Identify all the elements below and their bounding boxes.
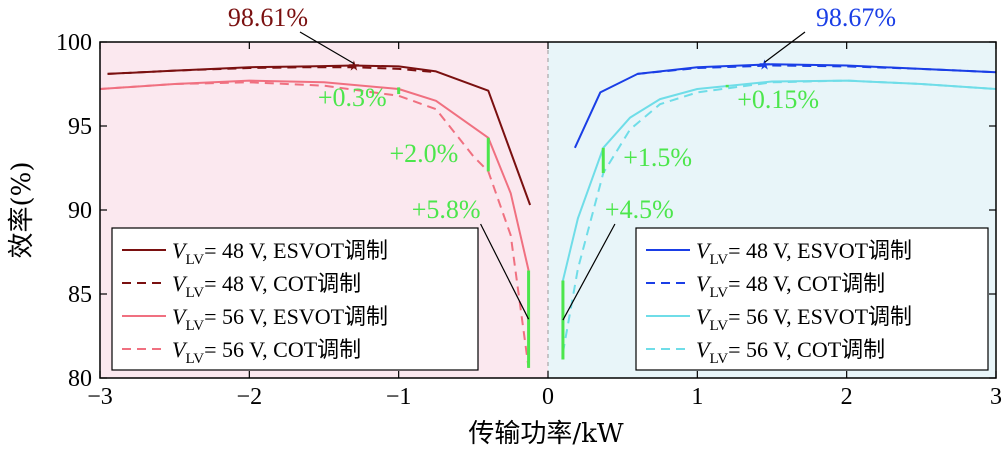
peak-label-1: 98.67% xyxy=(816,3,896,32)
legend-entry-1-0: VLV= 48 V, ESVOT调制 xyxy=(696,238,912,268)
axis-ticks: −3 −2 −1 0 1 2 3 80 85 90 95 100 xyxy=(56,30,1002,410)
peak-star-icon-0: ★ xyxy=(348,59,361,75)
x-tick-label-6: 3 xyxy=(990,384,1002,410)
legend-entry-0-3: VLV= 56 V, COT调制 xyxy=(172,337,361,367)
legend-box-0 xyxy=(111,227,479,371)
y-tick-label-0: 80 xyxy=(68,366,92,392)
y-axis-label: 效率(%) xyxy=(7,162,37,259)
legend-entry-0-1: VLV= 48 V, COT调制 xyxy=(172,271,361,301)
x-tick-label-0: −3 xyxy=(87,384,113,410)
legend-entry-1-2: VLV= 56 V, ESVOT调制 xyxy=(696,304,912,334)
peak-leader-0 xyxy=(299,31,355,65)
improvement-label-0: +0.3% xyxy=(318,83,387,112)
legend-entry-1-3: VLV= 56 V, COT调制 xyxy=(696,337,885,367)
improvement-leader-5 xyxy=(562,223,616,321)
peak-label-0: 98.61% xyxy=(228,3,308,32)
legend-entry-0-2: VLV= 56 V, ESVOT调制 xyxy=(172,304,388,334)
improvement-leader-2 xyxy=(480,223,530,320)
improvement-label-3: +0.15% xyxy=(737,85,819,114)
series-line-right-5 xyxy=(637,64,997,75)
x-tick-label-3: 0 xyxy=(542,384,554,410)
x-tick-label-5: 2 xyxy=(841,384,853,410)
y-tick-label-2: 90 xyxy=(68,198,92,224)
y-tick-label-1: 85 xyxy=(68,282,92,308)
x-tick-label-4: 1 xyxy=(691,384,703,410)
improvement-label-5: +4.5% xyxy=(605,195,674,224)
series-line-right-7 xyxy=(561,79,997,353)
y-tick-label-4: 100 xyxy=(56,30,92,56)
x-tick-label-2: −1 xyxy=(386,384,412,410)
legend-entry-0-0: VLV= 48 V, ESVOT调制 xyxy=(172,238,388,268)
improvement-label-4: +1.5% xyxy=(623,143,692,172)
peak-layer: ★ 98.61% ★ 98.67% xyxy=(228,3,896,75)
improvement-label-2: +5.8% xyxy=(412,195,481,224)
peak-star-icon-1: ★ xyxy=(758,57,771,73)
improvement-label-1: +2.0% xyxy=(389,139,458,168)
legend-box-1 xyxy=(635,227,989,371)
y-tick-label-3: 95 xyxy=(68,114,92,140)
improvement-layer: +0.3%+2.0% +5.8% +0.15% +1.5% +4.5% xyxy=(318,83,819,368)
series-line-left-1 xyxy=(107,66,437,75)
peak-leader-1 xyxy=(764,31,806,63)
x-tick-label-1: −2 xyxy=(237,384,263,410)
series-layer xyxy=(99,63,997,369)
x-axis-label: 传输功率/kW xyxy=(468,419,624,449)
legend-entry-1-1: VLV= 48 V, COT调制 xyxy=(696,271,885,301)
series-line-left-3 xyxy=(99,81,530,369)
